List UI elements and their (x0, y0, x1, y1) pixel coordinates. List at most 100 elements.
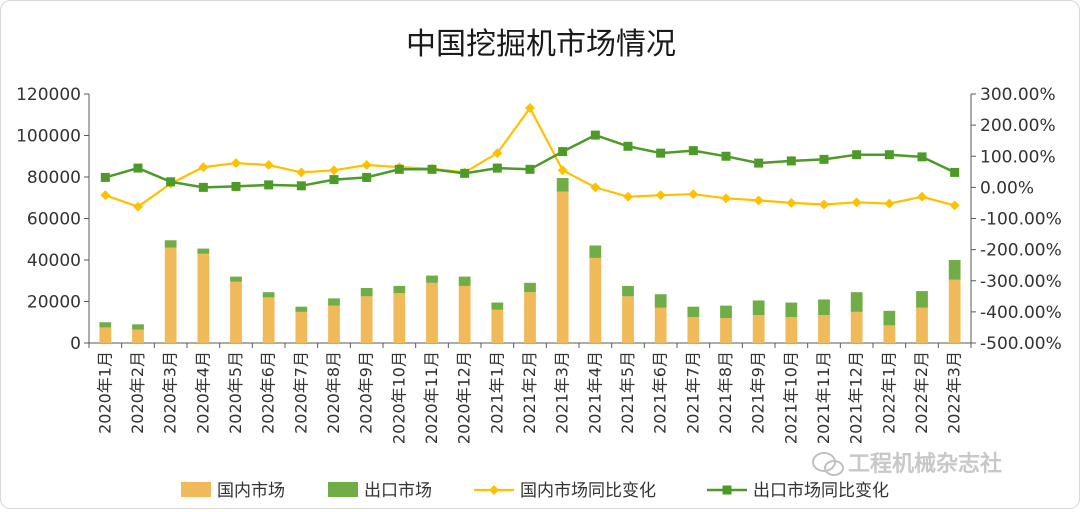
legend-label-export: 出口市场 (364, 481, 432, 501)
bar-domestic (328, 305, 340, 343)
x-tick-label: 2021年9月 (749, 351, 768, 434)
marker-domestic-yoy (557, 165, 568, 176)
bar-export (295, 306, 308, 312)
x-tick-label: 2020年6月 (259, 351, 278, 434)
y-left-tick-label: 20000 (27, 293, 81, 313)
y-right-tick-label: 200.00% (980, 116, 1056, 136)
x-tick-label: 2022年2月 (912, 351, 931, 434)
legend-marker-export-yoy (722, 485, 732, 495)
bar-domestic (99, 327, 112, 343)
chart-title: 中国挖掘机市场情况 (406, 27, 676, 62)
marker-export-yoy (198, 182, 208, 192)
marker-export-yoy (656, 148, 666, 158)
marker-export-yoy (917, 152, 927, 162)
marker-domestic-yoy (231, 158, 241, 169)
bar-domestic (752, 314, 765, 343)
marker-export-yoy (884, 150, 894, 160)
marker-domestic-yoy (525, 103, 535, 113)
x-tick-label: 2020年2月 (128, 351, 147, 434)
y-left-tick-label: 80000 (27, 168, 81, 188)
bar-domestic (556, 191, 569, 343)
x-tick-label: 2020年12月 (455, 351, 474, 444)
y-left-tick-label: 60000 (27, 210, 81, 230)
x-tick-label: 2020年9月 (357, 351, 376, 434)
watermark: 工程机械杂志社 (812, 451, 1002, 477)
bar-domestic (687, 317, 700, 343)
bar-domestic (458, 285, 471, 343)
marker-export-yoy (492, 163, 502, 173)
bar-domestic (132, 329, 144, 343)
legend-marker-domestic-yoy (489, 485, 499, 495)
bar-export (752, 300, 765, 315)
bar-export (818, 299, 830, 315)
marker-domestic-yoy (198, 162, 209, 173)
y-left-tick-label: 0 (70, 334, 81, 354)
marker-export-yoy (100, 172, 110, 182)
x-tick-label: 2022年1月 (879, 351, 898, 434)
marker-export-yoy (525, 164, 535, 174)
bar-export (393, 285, 406, 294)
x-tick-label: 2020年10月 (389, 351, 408, 444)
y-left-tick-label: 120000 (16, 85, 81, 105)
marker-export-yoy (166, 177, 176, 187)
x-tick-label: 2021年12月 (847, 351, 866, 444)
marker-domestic-yoy (851, 197, 862, 208)
bar-export (720, 305, 732, 319)
bar-domestic (262, 297, 275, 343)
marker-export-yoy (623, 141, 633, 151)
bar-export (883, 310, 896, 326)
marker-export-yoy (688, 146, 698, 156)
y-right-tick-label: -400.00% (980, 303, 1062, 323)
bar-export (132, 324, 144, 330)
y-left-tick-label: 40000 (27, 251, 81, 271)
x-tick-label: 2021年11月 (814, 351, 833, 444)
bar-domestic (524, 292, 536, 343)
bar-export (164, 240, 177, 248)
marker-export-yoy (721, 151, 731, 161)
marker-export-yoy (231, 181, 241, 191)
watermark-text: 工程机械杂志社 (848, 451, 1002, 477)
bar-export (360, 288, 373, 297)
x-tick-label: 2020年1月 (95, 351, 114, 434)
marker-export-yoy (362, 172, 372, 182)
marker-domestic-yoy (753, 195, 764, 206)
bar-export (556, 178, 569, 192)
y-right-tick-label: 100.00% (980, 147, 1056, 167)
x-tick-label: 2020年4月 (193, 351, 212, 434)
bar-domestic (393, 293, 406, 343)
bar-domestic (818, 314, 830, 343)
bar-export (524, 282, 536, 293)
bar-domestic (295, 311, 308, 343)
x-tick-label: 2020年8月 (324, 351, 343, 434)
x-tick-label: 2021年8月 (716, 351, 735, 434)
bar-domestic (948, 279, 961, 343)
marker-export-yoy (754, 158, 764, 168)
x-tick-label: 2021年3月 (553, 351, 572, 434)
bar-domestic (850, 311, 863, 343)
bar-export (491, 302, 504, 310)
marker-export-yoy (460, 168, 470, 178)
bar-export (948, 260, 961, 280)
marker-domestic-yoy (655, 190, 666, 201)
bar-export (785, 302, 798, 318)
bar-export (850, 292, 863, 312)
marker-domestic-yoy (329, 165, 339, 176)
marker-export-yoy (950, 167, 960, 177)
bar-domestic (589, 257, 602, 343)
x-tick-label: 2021年6月 (651, 351, 670, 434)
bar-domestic (654, 307, 667, 343)
bar-domestic (622, 296, 634, 343)
bar-export (328, 298, 340, 306)
y-right-tick-label: -300.00% (980, 272, 1062, 292)
marker-domestic-yoy (590, 182, 601, 193)
bars (99, 178, 961, 343)
bar-export (589, 245, 602, 258)
x-tick-label: 2021年4月 (585, 351, 604, 434)
marker-domestic-yoy (361, 160, 372, 170)
y-right-tick-label: 300.00% (980, 85, 1056, 105)
x-tick-label: 2021年7月 (683, 351, 702, 434)
marker-export-yoy (427, 164, 437, 174)
marker-domestic-yoy (492, 148, 503, 159)
wechat-icon (812, 452, 844, 476)
x-tick-label: 2020年7月 (291, 351, 310, 434)
